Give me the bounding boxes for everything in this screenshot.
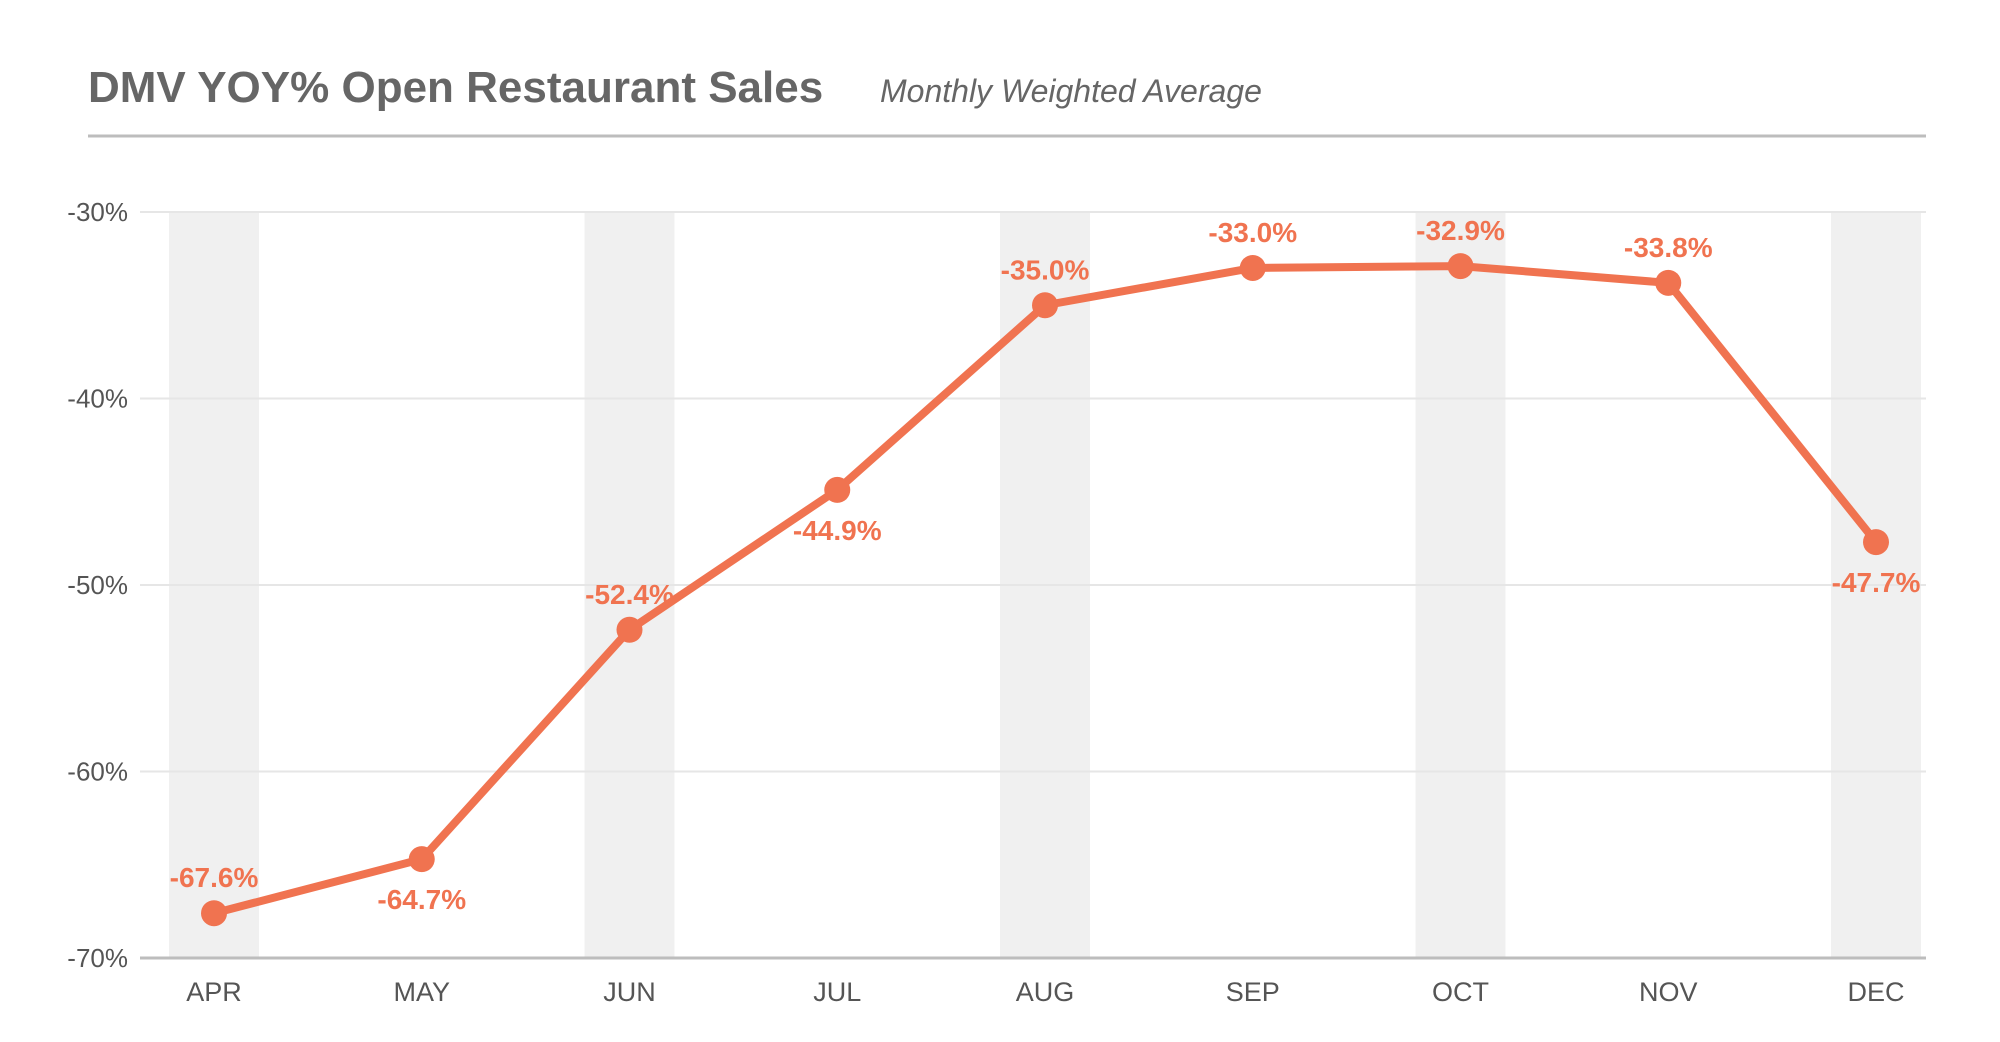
y-axis-ticks: -30% -40% -50% -60% -70% [67, 197, 128, 973]
data-label: -33.8% [1624, 232, 1713, 263]
data-label: -64.7% [377, 884, 466, 915]
data-label: -67.6% [170, 862, 259, 893]
data-point [1655, 269, 1682, 296]
x-tick-label: AUG [1016, 977, 1075, 1007]
data-point [1447, 253, 1474, 280]
chart-title: DMV YOY% Open Restaurant Sales [88, 63, 823, 112]
data-label: -44.9% [793, 515, 882, 546]
data-label: -52.4% [585, 579, 674, 610]
data-point [408, 846, 435, 873]
data-labels: -67.6% -64.7% -52.4% -44.9% -35.0% -33.0% -32.… [170, 215, 1921, 915]
x-tick-label: SEP [1226, 977, 1280, 1007]
data-point [616, 616, 643, 643]
data-label: -33.0% [1208, 217, 1297, 248]
y-tick-label: -30% [67, 197, 128, 227]
data-label: -47.7% [1832, 567, 1921, 598]
data-point [1032, 292, 1058, 319]
y-tick-label: -70% [67, 943, 128, 973]
y-tick-label: -50% [67, 570, 128, 600]
chart-subtitle: Monthly Weighted Average [880, 73, 1262, 109]
gridlines [140, 211, 1926, 773]
data-point [1863, 529, 1889, 556]
data-label: -35.0% [1001, 254, 1090, 285]
data-point [201, 900, 227, 927]
x-tick-label: JUL [813, 977, 861, 1007]
data-point [824, 476, 851, 503]
x-tick-label: JUN [603, 977, 656, 1007]
y-tick-label: -60% [67, 757, 128, 787]
x-axis-ticks: APR MAY JUN JUL AUG SEP OCT NOV DEC [186, 977, 1904, 1007]
data-points [201, 253, 1889, 927]
x-tick-label: MAY [393, 977, 450, 1007]
data-point [1239, 254, 1266, 281]
x-tick-label: OCT [1432, 977, 1489, 1007]
x-tick-label: NOV [1639, 977, 1698, 1007]
x-tick-label: APR [186, 977, 242, 1007]
data-label: -32.9% [1416, 215, 1505, 246]
x-tick-label: DEC [1847, 977, 1904, 1007]
y-tick-label: -40% [67, 384, 128, 414]
